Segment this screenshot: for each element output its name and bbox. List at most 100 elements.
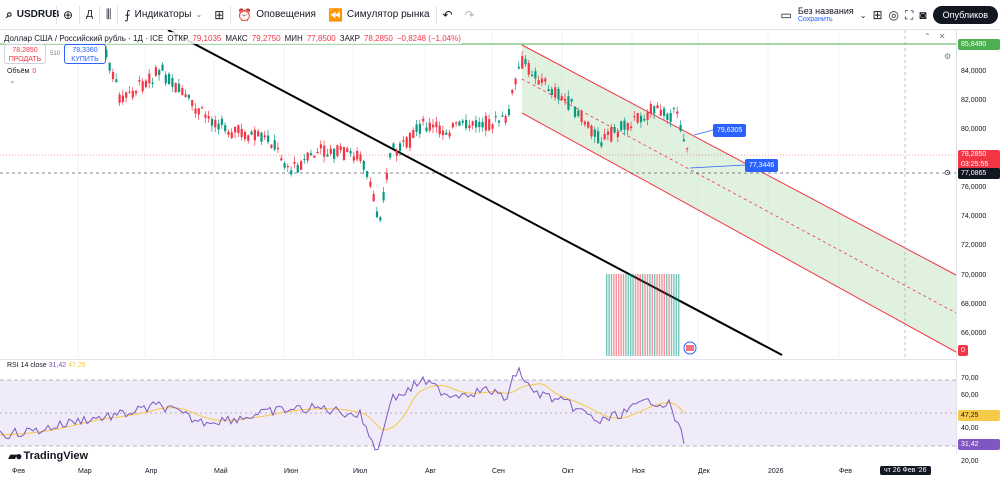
candle-body[interactable] <box>448 132 451 137</box>
candle-body[interactable] <box>286 165 289 168</box>
candle-body[interactable] <box>679 125 682 131</box>
candle-body[interactable] <box>214 119 217 128</box>
candle-body[interactable] <box>639 115 643 123</box>
candle-body[interactable] <box>590 125 593 137</box>
candle-body[interactable] <box>577 110 580 117</box>
chevron-down-icon[interactable]: ⌄ <box>859 10 867 20</box>
candle-body[interactable] <box>646 112 649 120</box>
candle-body[interactable] <box>643 118 646 121</box>
rsi-canvas[interactable] <box>0 360 956 455</box>
candle-body[interactable] <box>316 151 319 154</box>
candle-body[interactable] <box>666 113 669 120</box>
candle-body[interactable] <box>141 81 144 92</box>
candle-body[interactable] <box>587 121 590 128</box>
candle-body[interactable] <box>359 154 362 162</box>
candle-body[interactable] <box>333 148 336 159</box>
candle-body[interactable] <box>207 116 210 119</box>
candle-body[interactable] <box>620 121 623 131</box>
candle-body[interactable] <box>507 109 511 116</box>
candle-body[interactable] <box>544 78 547 82</box>
candle-body[interactable] <box>517 66 520 69</box>
candle-body[interactable] <box>283 163 286 168</box>
candle-body[interactable] <box>455 122 458 124</box>
camera-icon[interactable]: ◙ <box>919 8 927 22</box>
candle-body[interactable] <box>187 94 190 99</box>
candle-body[interactable] <box>613 126 616 133</box>
candle-body[interactable] <box>362 160 365 170</box>
channel-upper-line[interactable] <box>521 44 956 276</box>
candlestick-series[interactable] <box>102 44 689 223</box>
candle-body[interactable] <box>227 131 230 135</box>
candle-body[interactable] <box>418 123 421 134</box>
redo-button[interactable]: ↷ <box>459 0 481 30</box>
candle-body[interactable] <box>181 87 184 96</box>
candle-body[interactable] <box>540 78 544 83</box>
candle-body[interactable] <box>623 120 626 130</box>
fullscreen-icon[interactable]: ⛶ <box>905 7 914 22</box>
candle-body[interactable] <box>151 82 154 84</box>
candle-body[interactable] <box>412 130 415 138</box>
candle-body[interactable] <box>682 139 685 142</box>
candle-body[interactable] <box>204 114 207 118</box>
candle-body[interactable] <box>531 74 534 77</box>
candle-body[interactable] <box>488 119 491 131</box>
candle-body[interactable] <box>389 153 392 158</box>
candle-body[interactable] <box>560 96 563 100</box>
indicators-button[interactable]: ⨍ Индикаторы ⌄ <box>118 0 208 30</box>
candle-body[interactable] <box>118 94 121 103</box>
candle-body[interactable] <box>672 108 676 110</box>
grid-layout-icon[interactable]: ⊞ <box>872 8 883 22</box>
candle-body[interactable] <box>504 115 507 123</box>
candle-body[interactable] <box>481 121 484 128</box>
candle-body[interactable] <box>478 121 481 128</box>
price-callout-upper[interactable]: 79,6305 <box>713 124 747 137</box>
candle-body[interactable] <box>280 158 283 161</box>
candle-body[interactable] <box>329 148 332 154</box>
candle-body[interactable] <box>247 135 250 141</box>
candle-body[interactable] <box>630 126 633 129</box>
candle-body[interactable] <box>580 110 583 122</box>
candle-body[interactable] <box>435 121 438 128</box>
candle-body[interactable] <box>375 211 379 218</box>
candle-body[interactable] <box>164 74 167 84</box>
candle-body[interactable] <box>260 132 263 142</box>
candle-body[interactable] <box>372 193 375 202</box>
candle-body[interactable] <box>366 171 369 178</box>
candle-body[interactable] <box>564 98 567 101</box>
candle-body[interactable] <box>415 124 418 132</box>
candle-body[interactable] <box>600 142 603 147</box>
candle-body[interactable] <box>303 158 306 161</box>
candle-body[interactable] <box>438 125 441 135</box>
candle-body[interactable] <box>346 148 349 152</box>
main-chart-pane[interactable] <box>0 30 956 357</box>
candle-body[interactable] <box>653 106 656 114</box>
candle-body[interactable] <box>521 56 524 69</box>
candle-body[interactable] <box>171 78 174 87</box>
candle-body[interactable] <box>474 120 478 128</box>
candle-body[interactable] <box>174 82 177 93</box>
candle-body[interactable] <box>432 124 435 128</box>
candle-body[interactable] <box>616 131 619 138</box>
candle-body[interactable] <box>382 192 385 201</box>
rsi-ma-line[interactable] <box>0 383 685 436</box>
pane-settings-icon[interactable]: ⚙ <box>944 52 952 61</box>
candle-body[interactable] <box>342 147 346 161</box>
candle-body[interactable] <box>250 131 253 135</box>
candle-body[interactable] <box>498 120 501 123</box>
trend-line[interactable] <box>167 30 783 356</box>
candle-body[interactable] <box>300 161 303 170</box>
close-icon[interactable]: ✕ <box>938 32 946 41</box>
candle-body[interactable] <box>597 131 600 144</box>
candle-body[interactable] <box>649 104 652 114</box>
candle-body[interactable] <box>194 108 197 114</box>
candle-body[interactable] <box>168 73 171 85</box>
rsi-line[interactable] <box>0 366 685 451</box>
tradingview-logo[interactable]: ▰● TradingView <box>8 449 88 463</box>
candle-body[interactable] <box>105 49 108 57</box>
undo-button[interactable]: ↶ <box>437 0 459 30</box>
candle-body[interactable] <box>257 131 260 137</box>
layout-icon[interactable]: ▭ <box>780 8 792 22</box>
candle-body[interactable] <box>313 155 316 158</box>
rsi-pane[interactable] <box>0 359 956 454</box>
candle-body[interactable] <box>356 151 359 160</box>
